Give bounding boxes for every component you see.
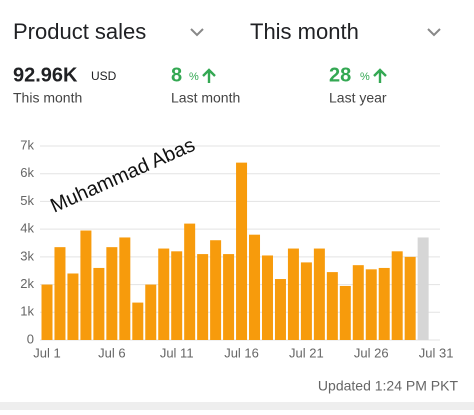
bar: [300, 262, 312, 340]
watermark: Muhammad Abas: [47, 134, 198, 217]
up-arrow: [202, 68, 216, 83]
bar: [352, 265, 364, 340]
bar: [326, 272, 338, 340]
bar: [93, 267, 105, 340]
x-tick-label: Jul 26: [354, 345, 389, 360]
chevron[interactable]: [427, 28, 441, 37]
bar: [210, 240, 222, 340]
up-arrow: [373, 68, 387, 83]
y-tick-label: 1k: [20, 304, 34, 319]
bar: [145, 284, 157, 340]
bar: [41, 284, 53, 340]
x-tick-label: Jul 6: [98, 345, 125, 360]
bar: [339, 285, 351, 340]
bar: [158, 248, 170, 340]
bar: [80, 230, 92, 340]
bar: [261, 255, 273, 340]
y-tick-label: 5k: [20, 193, 34, 208]
bar: [67, 273, 79, 340]
bar: [313, 248, 325, 340]
bar: [404, 256, 416, 340]
stat-label: Last month: [171, 90, 240, 106]
bottom-strip: [0, 402, 474, 410]
bar: [54, 247, 66, 340]
x-tick-label: Jul 21: [289, 345, 324, 360]
y-tick-label: 6k: [20, 165, 34, 180]
y-tick-label: 0: [27, 331, 34, 346]
stat-value: 28: [329, 64, 351, 86]
bar: [223, 254, 235, 340]
x-tick-label: Jul 1: [33, 345, 60, 360]
stat-unit: %: [189, 71, 199, 83]
bar: [197, 254, 209, 340]
stat-value: 8: [171, 64, 182, 86]
chevron[interactable]: [190, 28, 204, 37]
y-tick-label: 2k: [20, 276, 34, 291]
footer: Updated 1:24 PM PKT: [318, 378, 459, 394]
stat-label: This month: [13, 90, 82, 106]
x-tick-label: Jul 31: [419, 345, 454, 360]
stat-unit: %: [360, 71, 370, 83]
bar: [119, 237, 131, 340]
bar: [236, 162, 248, 340]
bar: [274, 279, 286, 340]
bar: [106, 247, 118, 340]
y-tick-label: 4k: [20, 221, 34, 236]
bar: [249, 234, 261, 340]
stat-label: Last year: [329, 90, 387, 106]
period-dropdown[interactable]: This month: [250, 19, 359, 44]
bar: [132, 302, 144, 340]
x-tick-label: Jul 11: [160, 345, 194, 360]
metric-dropdown[interactable]: Product sales: [13, 19, 146, 44]
stat-value: 92.96K: [13, 64, 78, 86]
x-tick-label: Jul 16: [224, 345, 259, 360]
y-tick-label: 3k: [20, 248, 34, 263]
bar: [365, 269, 377, 340]
stat-unit: USD: [91, 69, 117, 83]
bar: [391, 251, 403, 340]
bar: [171, 251, 183, 340]
y-tick-label: 7k: [20, 137, 34, 152]
bar: [184, 223, 196, 340]
bar: [287, 248, 299, 340]
bars: Jul 1 Jul 6 Jul 11 Jul 16 Jul 21 Jul 26 Jul 31: [33, 162, 454, 360]
bar: [378, 267, 390, 340]
bar: [417, 237, 429, 340]
